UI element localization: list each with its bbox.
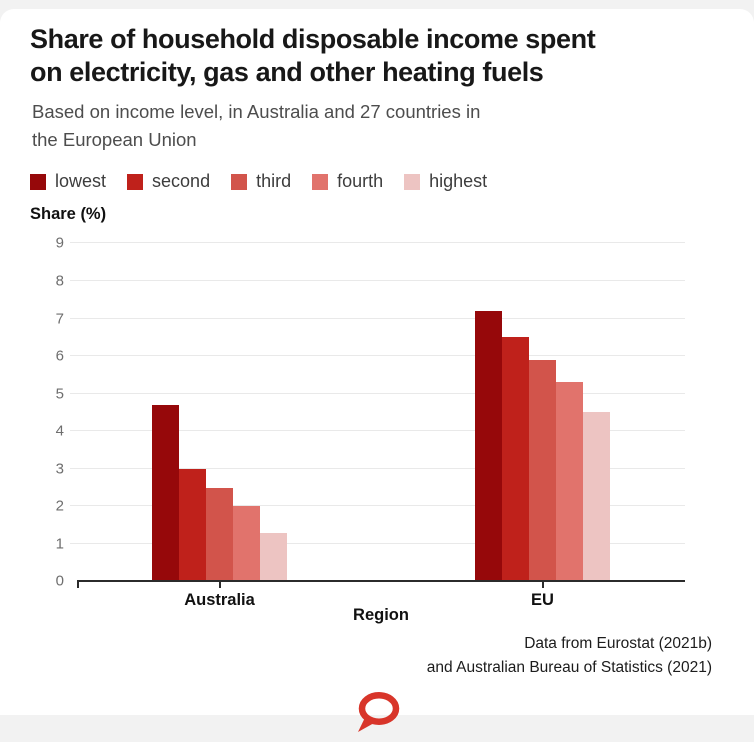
- chart-area: 0 1 2 3 4 5 6 7 8 9 Australia EU Region: [0, 235, 754, 625]
- legend-label: lowest: [55, 171, 107, 192]
- y-tick-label: 2: [55, 497, 64, 515]
- y-tick-label: 1: [55, 535, 64, 553]
- x-category-label-australia: Australia: [184, 591, 255, 610]
- y-tick-label: 4: [55, 422, 64, 440]
- bar-australia-third: [206, 487, 233, 582]
- axis-start-tick: [77, 581, 79, 589]
- legend-item-fourth: fourth: [312, 171, 383, 192]
- legend-swatch-icon: [30, 173, 46, 190]
- legend-label: fourth: [337, 171, 384, 192]
- chart-card: Share of household disposable income spe…: [0, 9, 754, 732]
- x-tick-eu: [541, 581, 544, 589]
- source-line-1: Data from Eurostat (2021b): [524, 635, 712, 653]
- bar-australia-second: [179, 468, 206, 582]
- x-tick-australia: [218, 581, 221, 589]
- plot-area: 0 1 2 3 4 5 6 7 8 9 Australia EU: [56, 235, 685, 609]
- x-axis-title: Region: [353, 606, 409, 625]
- gridline: [70, 542, 685, 544]
- gridline: [70, 279, 685, 281]
- the-conversation-logo-icon: [358, 691, 400, 732]
- legend-item-highest: highest: [404, 171, 487, 192]
- gridline: [70, 392, 685, 394]
- bar-australia-highest: [260, 532, 287, 582]
- legend-label: second: [152, 171, 211, 192]
- x-axis-line: [77, 580, 685, 583]
- data-source: Data from Eurostat (2021b) and Australia…: [0, 632, 712, 679]
- bar-australia-fourth: [233, 506, 260, 582]
- bar-eu-fourth: [556, 382, 583, 582]
- y-tick-label: 3: [55, 460, 64, 478]
- legend-swatch-icon: [231, 173, 248, 190]
- y-tick-label: 5: [55, 385, 64, 403]
- page-title: Share of household disposable income spe…: [30, 23, 726, 89]
- chart-subtitle: Based on income level, in Australia and …: [32, 98, 726, 154]
- y-tick-label: 8: [55, 272, 64, 290]
- gridline: [70, 355, 685, 357]
- y-axis-title: Share (%): [30, 205, 107, 224]
- legend-swatch-icon: [404, 173, 421, 190]
- logo-row: [0, 691, 754, 742]
- legend-item-lowest: lowest: [30, 171, 106, 192]
- legend-label: highest: [429, 171, 488, 192]
- y-tick-label: 7: [55, 310, 64, 327]
- gridline: [70, 430, 685, 432]
- legend-swatch-icon: [127, 173, 144, 190]
- y-tick-label: 6: [55, 347, 64, 365]
- gridline: [70, 242, 685, 244]
- bar-eu-second: [502, 337, 529, 582]
- gridline: [70, 317, 685, 319]
- bar-eu-lowest: [475, 310, 502, 582]
- gridline: [70, 505, 685, 507]
- subtitle-line-1: Based on income level, in Australia and …: [32, 100, 481, 122]
- legend-label: third: [256, 171, 292, 192]
- legend-item-second: second: [127, 171, 210, 192]
- source-line-2: and Australian Bureau of Statistics (202…: [426, 658, 712, 676]
- subtitle-line-2: the European Union: [32, 128, 197, 150]
- bar-eu-highest: [583, 412, 610, 582]
- y-tick-label: 9: [55, 234, 64, 252]
- bar-australia-lowest: [152, 404, 179, 582]
- title-line-1: Share of household disposable income spe…: [30, 24, 596, 54]
- x-category-label-eu: EU: [531, 591, 554, 610]
- legend-item-third: third: [231, 171, 291, 192]
- bar-eu-third: [529, 359, 556, 582]
- legend-swatch-icon: [312, 173, 329, 190]
- legend: lowest second third fourth highest: [30, 171, 726, 192]
- y-tick-label: 0: [55, 572, 64, 590]
- gridline: [70, 467, 685, 469]
- title-line-2: on electricity, gas and other heating fu…: [30, 56, 544, 87]
